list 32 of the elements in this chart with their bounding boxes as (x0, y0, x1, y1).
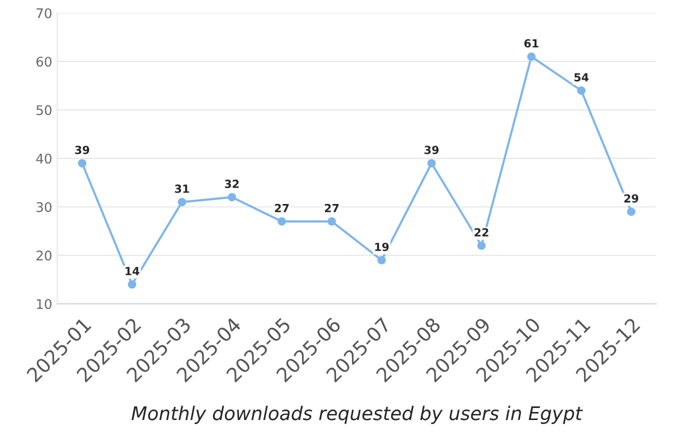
point (178, 198, 186, 206)
point (627, 208, 636, 216)
data-label: 22 (474, 228, 488, 236)
data-label: 39 (75, 146, 90, 154)
point (377, 256, 386, 264)
data-label: 27 (324, 204, 339, 212)
point (577, 86, 586, 95)
point (228, 193, 236, 202)
data-label: 61 (524, 39, 538, 48)
x-axis-title: Monthly downloads requested by users in Egypt (132, 406, 583, 424)
y-tick-label: 20 (36, 250, 52, 261)
point (78, 159, 86, 168)
point (328, 217, 336, 226)
data-label: 27 (274, 204, 289, 212)
y-tick-label: 70 (36, 8, 52, 18)
data-label: 29 (624, 194, 638, 203)
data-label: 31 (175, 184, 189, 193)
data-label: 32 (224, 180, 239, 188)
data-label: 54 (574, 73, 589, 82)
data-label: 14 (126, 267, 140, 276)
point (527, 52, 536, 61)
y-tick-label: 10 (37, 299, 52, 309)
y-tick-label: 30 (36, 202, 52, 212)
point (477, 241, 486, 250)
data-label: 39 (424, 146, 439, 154)
y-tick-label: 40 (36, 154, 52, 164)
y-tick-label: 60 (36, 56, 52, 67)
y-tick-label: 50 (36, 105, 52, 116)
data-label: 19 (375, 242, 389, 252)
point (278, 217, 286, 226)
point (128, 280, 136, 289)
point (427, 159, 436, 168)
